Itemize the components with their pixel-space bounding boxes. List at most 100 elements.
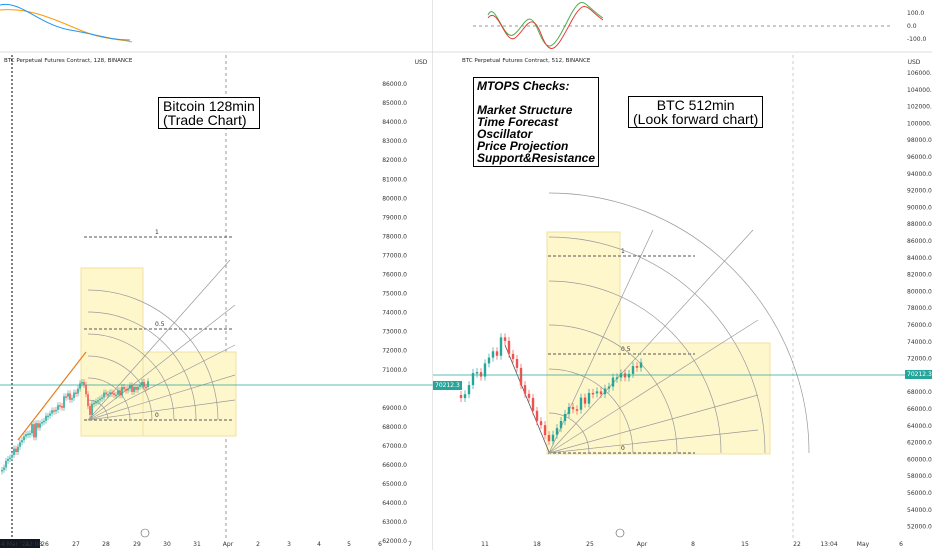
candle (121, 387, 123, 396)
candle (5, 460, 7, 468)
x-tick-label: 3 (287, 541, 291, 548)
osc-tick-label: 0.0 (907, 23, 917, 30)
candle (119, 390, 121, 396)
candle (145, 386, 147, 389)
candle (111, 392, 113, 394)
candle (99, 398, 101, 401)
candle (523, 385, 527, 394)
left-chart-title-box: Bitcoin 128min (Trade Chart) (158, 97, 260, 129)
oscillator-line-blue (0, 3, 131, 41)
y-tick-label: 66000.0 (382, 462, 407, 469)
candle (51, 410, 53, 414)
candle (77, 388, 79, 394)
y-tick-label: 74000.0 (382, 310, 407, 317)
candle (61, 406, 63, 408)
candle (535, 410, 539, 422)
candle (579, 397, 583, 410)
y-tick-label: 90000.0 (907, 204, 932, 211)
x-cursor-box (0, 539, 40, 548)
candle (467, 385, 471, 395)
x-tick-label: Apr (223, 541, 234, 548)
candle (13, 448, 15, 456)
right-chart-pane[interactable]: 1 0.5 0 106000.0 104000.0 102000.0 100000.0 980… (433, 0, 932, 550)
right-chart-canvas[interactable]: 1 0.5 0 106000.0 104000.0 102000.0 100000.0 980… (433, 0, 932, 550)
candle (103, 392, 105, 398)
y-tick-label: 79000.0 (382, 214, 407, 221)
candle (87, 394, 89, 407)
fib-arc (87, 355, 153, 421)
candle (125, 389, 127, 391)
candle (619, 373, 623, 378)
y-tick-label: 86000.0 (907, 238, 932, 245)
candle (113, 393, 115, 395)
osc-tick-label: -100.0 (907, 36, 927, 43)
y-tick-label: 72000.0 (907, 356, 932, 363)
x-tick-label: Apr (637, 541, 648, 548)
fib-fan-line (548, 229, 754, 454)
y-tick-label: 64000.0 (907, 423, 932, 430)
x-tick-label: May (857, 541, 870, 548)
candle (603, 388, 607, 395)
fib-time-zone (546, 231, 621, 455)
candle (93, 402, 95, 405)
y-tick-label: 106000.0 (907, 70, 932, 77)
x-cursor-label: 4 Mar '24 (1, 541, 29, 548)
y-tick-label: 86000.0 (382, 81, 407, 88)
candle (499, 337, 503, 356)
candle (131, 385, 133, 392)
left-chart-canvas[interactable]: 1 0.5 0 86000.0 85000.0 84000.0 83000.0 82000.0… (0, 0, 433, 550)
y-tick-label: 102000.0 (907, 104, 932, 111)
candle (55, 409, 57, 412)
candle (487, 357, 491, 364)
candle (479, 372, 483, 377)
candle (595, 391, 599, 394)
candle (503, 337, 507, 341)
candle (115, 394, 117, 397)
candle (519, 367, 523, 386)
candle (95, 401, 97, 404)
candle (591, 392, 595, 395)
fib-fan-line (87, 304, 236, 421)
y-tick-label: 77000.0 (382, 252, 407, 259)
candle (89, 406, 91, 415)
x-tick-label: 7 (408, 541, 412, 548)
fib-level-label: 1 (621, 248, 625, 255)
mtops-item: Price Projection (477, 139, 569, 153)
y-tick-label: 64000.0 (382, 500, 407, 507)
timezone-icon-left (140, 528, 150, 538)
y-tick-label: 68000.0 (382, 424, 407, 431)
oscillator-line-orange (0, 9, 133, 43)
mtops-item: Market Structure (477, 103, 573, 117)
y-tick-label: 83000.0 (382, 138, 407, 145)
candle (563, 413, 567, 421)
y-tick-label: 63000.0 (382, 519, 407, 526)
y-tick-label: 82000.0 (907, 272, 932, 279)
candle (63, 396, 65, 408)
candle (97, 400, 99, 402)
fib-arc (548, 412, 590, 454)
candle (33, 424, 35, 438)
fib-fan-line (548, 394, 759, 454)
candle (79, 383, 81, 389)
y-tick-label: 94000.0 (907, 171, 932, 178)
candle (69, 393, 71, 400)
candle (507, 340, 511, 354)
left-title-line-1: Bitcoin 128min (163, 98, 255, 114)
fib-arc (87, 311, 197, 421)
candle (147, 381, 149, 387)
y-tick-label: 60000.0 (907, 456, 932, 463)
left-chart-pane[interactable]: 1 0.5 0 86000.0 85000.0 84000.0 83000.0 82000.0… (0, 0, 433, 550)
candle (65, 396, 67, 398)
candle (25, 434, 27, 437)
fib-arc (87, 333, 175, 421)
candle (109, 392, 111, 395)
candle (459, 395, 463, 399)
candle (143, 382, 145, 387)
right-chart-header: BTC Perpetual Futures Contract, 512, BIN… (462, 58, 591, 64)
y-tick-label: 58000.0 (907, 473, 932, 480)
fib-fan-line (548, 319, 759, 454)
y-tick-label: 56000.0 (907, 490, 932, 497)
fib-level-label: 0 (621, 445, 625, 452)
candle (567, 407, 571, 414)
oscillator-line-green (487, 2, 604, 47)
